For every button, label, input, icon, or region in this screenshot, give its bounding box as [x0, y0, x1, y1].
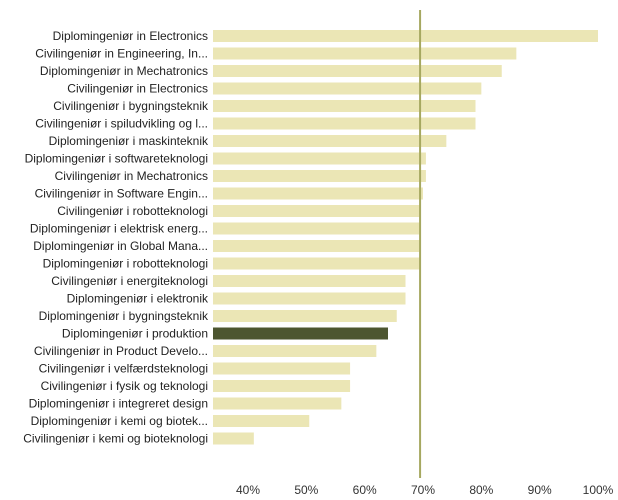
bar: [213, 170, 426, 182]
category-label: Diplomingeniør i elektronik: [67, 292, 209, 306]
x-tick-label: 80%: [469, 483, 493, 497]
category-label: Diplomingeniør in Electronics: [53, 29, 208, 43]
bar: [213, 275, 406, 287]
category-label: Civilingeniør i energiteknologi: [51, 274, 208, 288]
bar: [213, 292, 406, 305]
category-label: Diplomingeniør i kemi og biotek...: [31, 414, 208, 428]
bar: [213, 30, 598, 42]
category-label: Diplomingeniør i maskinteknik: [49, 134, 209, 148]
category-label: Diplomingeniør i robotteknologi: [43, 257, 208, 271]
bar: [213, 415, 310, 427]
bar: [213, 240, 421, 252]
category-labels-group: Diplomingeniør in Electronics Civilingeni…: [23, 29, 209, 446]
bar: [213, 152, 426, 165]
category-label: Diplomingeniør i elektrisk energ...: [30, 222, 208, 236]
bar: [213, 362, 351, 375]
category-label: Civilingeniør i kemi og bioteknologi: [23, 432, 208, 446]
x-tick-label: 60%: [353, 483, 377, 497]
category-label: Civilingeniør i velfærdsteknologi: [39, 362, 208, 376]
category-label: Civilingeniør i robotteknologi: [57, 204, 208, 218]
bar: [213, 47, 517, 60]
bar: [213, 380, 351, 392]
category-label: Diplomingeniør in Global Mana...: [33, 239, 208, 253]
x-tick-label: 70%: [411, 483, 435, 497]
bar: [213, 432, 254, 445]
bar: [213, 345, 377, 357]
category-label: Civilingeniør in Electronics: [67, 82, 208, 96]
bars-group: [213, 30, 598, 445]
bar: [213, 222, 421, 235]
category-label: Diplomingeniør i integreret design: [29, 397, 208, 411]
bar: [213, 82, 482, 95]
category-label: Diplomingeniør i produktion: [62, 327, 208, 341]
bar: [213, 117, 476, 130]
category-label: Civilingeniør in Product Develo...: [34, 344, 208, 358]
bar: [213, 310, 397, 322]
bar: [213, 397, 342, 410]
x-tick-label: 50%: [294, 483, 318, 497]
category-label: Diplomingeniør in Mechatronics: [40, 64, 208, 78]
x-tick-label: 100%: [583, 483, 614, 497]
bar: [213, 205, 421, 217]
x-axis-ticks: 40% 50% 60% 70% 80% 90% 100%: [236, 483, 614, 497]
category-label: Civilingeniør in Engineering, In...: [35, 47, 208, 61]
category-label: Civilingeniør i bygningsteknik: [53, 99, 209, 113]
category-label: Diplomingeniør i bygningsteknik: [39, 309, 209, 323]
bar: [213, 187, 423, 200]
category-label: Civilingeniør in Mechatronics: [55, 169, 208, 183]
category-label: Civilingeniør i spiludvikling og l...: [35, 117, 208, 131]
x-tick-label: 90%: [528, 483, 552, 497]
bar-highlighted: [213, 327, 388, 340]
category-label: Civilingeniør i fysik og teknologi: [41, 379, 208, 393]
bar: [213, 100, 476, 112]
bar: [213, 65, 502, 77]
bar: [213, 135, 447, 147]
x-tick-label: 40%: [236, 483, 260, 497]
category-label: Civilingeniør in Software Engin...: [35, 187, 208, 201]
category-label: Diplomingeniør i softwareteknologi: [25, 152, 208, 166]
bar: [213, 257, 421, 270]
